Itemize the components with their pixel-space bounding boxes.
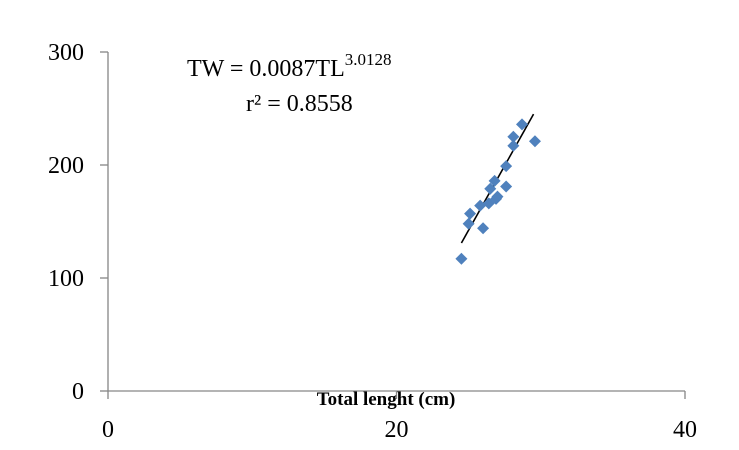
y-tick-label: 100 (48, 266, 84, 292)
data-point (474, 199, 487, 212)
x-ticks: 0 20 40 (102, 391, 697, 443)
data-point (488, 174, 501, 187)
data-point (462, 217, 475, 230)
data-point (455, 252, 468, 265)
data-point (507, 130, 520, 143)
data-point (500, 180, 513, 193)
x-tick-label: 0 (102, 417, 114, 443)
data-point (477, 222, 490, 235)
x-tick-label: 20 (385, 417, 409, 443)
data-point (507, 139, 520, 152)
equation-exponent: 3.0128 (345, 50, 392, 69)
x-tick-label: 40 (673, 417, 697, 443)
data-point (464, 207, 477, 220)
equation-prefix: TW = 0.0087TL (187, 56, 345, 82)
data-point (484, 182, 497, 195)
axes: 0 100 200 300 0 20 40 (48, 40, 697, 443)
data-point (515, 118, 528, 131)
data-points (455, 118, 541, 265)
r-squared-label: r² = 0.8558 (246, 91, 353, 117)
data-point (500, 160, 513, 173)
equation-label: TW = 0.0087TL3.0128 (187, 50, 391, 82)
x-axis-title: Total lenght (cm) (317, 389, 456, 410)
y-tick-label: 300 (48, 40, 84, 66)
data-point (491, 190, 504, 203)
y-ticks: 0 100 200 300 (48, 40, 108, 405)
y-tick-label: 0 (72, 379, 84, 405)
y-tick-label: 200 (48, 153, 84, 179)
data-point (528, 135, 541, 148)
